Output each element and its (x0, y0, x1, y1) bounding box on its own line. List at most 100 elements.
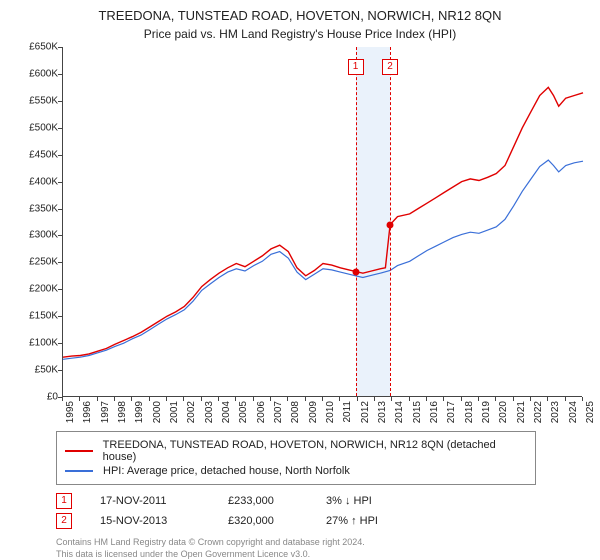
y-tick (58, 47, 62, 48)
x-tick (478, 397, 479, 401)
x-tick (183, 397, 184, 401)
series-line (63, 87, 583, 357)
footer-line-2: This data is licensed under the Open Gov… (56, 549, 600, 560)
x-axis-label: 2014 (394, 401, 405, 423)
x-axis-label: 2021 (516, 401, 527, 423)
chart-title: TREEDONA, TUNSTEAD ROAD, HOVETON, NORWIC… (0, 0, 600, 23)
x-axis-label: 2017 (446, 401, 457, 423)
x-axis-label: 1996 (82, 401, 93, 423)
y-axis-label: £450K (29, 149, 58, 160)
transaction-price: £320,000 (228, 515, 298, 527)
transaction-change: 27% ↑ HPI (326, 515, 386, 527)
y-tick (58, 370, 62, 371)
marker-dot (352, 268, 359, 275)
transactions-table: 117-NOV-2011£233,0003% ↓ HPI215-NOV-2013… (56, 491, 600, 531)
x-tick (131, 397, 132, 401)
x-axis-label: 2018 (464, 401, 475, 423)
x-axis-label: 2010 (325, 401, 336, 423)
x-axis-label: 2006 (256, 401, 267, 423)
x-tick (201, 397, 202, 401)
y-axis-label: £400K (29, 176, 58, 187)
x-axis-label: 2019 (481, 401, 492, 423)
plot-area: 12 (62, 47, 582, 397)
y-axis-label: £50K (35, 365, 58, 376)
series-line (63, 160, 583, 359)
x-axis-label: 2013 (377, 401, 388, 423)
x-tick (166, 397, 167, 401)
x-axis-label: 2001 (169, 401, 180, 423)
y-tick (58, 343, 62, 344)
legend-swatch (65, 450, 93, 452)
y-axis-label: £150K (29, 311, 58, 322)
y-axis-label: £0 (47, 392, 58, 403)
y-axis-label: £650K (29, 42, 58, 53)
marker-label: 2 (382, 59, 398, 75)
y-tick (58, 262, 62, 263)
x-tick (114, 397, 115, 401)
transaction-price: £233,000 (228, 495, 298, 507)
transaction-marker: 1 (56, 493, 72, 509)
x-tick (391, 397, 392, 401)
x-tick (97, 397, 98, 401)
x-tick (443, 397, 444, 401)
y-tick (58, 128, 62, 129)
x-tick (374, 397, 375, 401)
legend-label: HPI: Average price, detached house, Nort… (103, 465, 350, 477)
x-axis-label: 2011 (342, 401, 353, 423)
x-axis-label: 2015 (412, 401, 423, 423)
x-axis-label: 2020 (498, 401, 509, 423)
x-tick (322, 397, 323, 401)
x-axis-label: 2003 (204, 401, 215, 423)
x-tick (270, 397, 271, 401)
x-axis-label: 2009 (308, 401, 319, 423)
transaction-change: 3% ↓ HPI (326, 495, 386, 507)
x-tick (253, 397, 254, 401)
x-tick (495, 397, 496, 401)
x-axis-label: 2012 (360, 401, 371, 423)
legend-item: TREEDONA, TUNSTEAD ROAD, HOVETON, NORWIC… (65, 438, 527, 464)
x-tick (513, 397, 514, 401)
x-tick (582, 397, 583, 401)
legend-box: TREEDONA, TUNSTEAD ROAD, HOVETON, NORWIC… (56, 431, 536, 485)
transaction-row: 117-NOV-2011£233,0003% ↓ HPI (56, 491, 600, 511)
x-axis-label: 1995 (65, 401, 76, 423)
legend-item: HPI: Average price, detached house, Nort… (65, 464, 527, 478)
marker-dot (387, 221, 394, 228)
y-axis-label: £500K (29, 122, 58, 133)
y-tick (58, 74, 62, 75)
x-tick (79, 397, 80, 401)
y-tick (58, 209, 62, 210)
y-axis-label: £350K (29, 203, 58, 214)
y-tick (58, 182, 62, 183)
y-tick (58, 155, 62, 156)
chart-area: 12 £0£50K£100K£150K£200K£250K£300K£350K£… (26, 47, 586, 427)
transaction-date: 15-NOV-2013 (100, 515, 200, 527)
x-axis-label: 1999 (134, 401, 145, 423)
y-tick (58, 101, 62, 102)
marker-label: 1 (348, 59, 364, 75)
y-axis-label: £100K (29, 338, 58, 349)
x-tick (287, 397, 288, 401)
x-tick (530, 397, 531, 401)
footer-attribution: Contains HM Land Registry data © Crown c… (56, 537, 600, 560)
x-axis-label: 2000 (152, 401, 163, 423)
y-axis-label: £200K (29, 284, 58, 295)
x-tick (426, 397, 427, 401)
x-axis-label: 2008 (290, 401, 301, 423)
x-axis-label: 2025 (585, 401, 596, 423)
x-tick (218, 397, 219, 401)
x-axis-label: 2024 (568, 401, 579, 423)
x-tick (461, 397, 462, 401)
y-axis-label: £250K (29, 257, 58, 268)
x-tick (62, 397, 63, 401)
x-axis-label: 2016 (429, 401, 440, 423)
x-axis-label: 2007 (273, 401, 284, 423)
x-tick (565, 397, 566, 401)
y-axis-label: £300K (29, 230, 58, 241)
y-tick (58, 316, 62, 317)
y-tick (58, 289, 62, 290)
x-axis-label: 2022 (533, 401, 544, 423)
x-tick (305, 397, 306, 401)
x-tick (339, 397, 340, 401)
footer-line-1: Contains HM Land Registry data © Crown c… (56, 537, 600, 549)
